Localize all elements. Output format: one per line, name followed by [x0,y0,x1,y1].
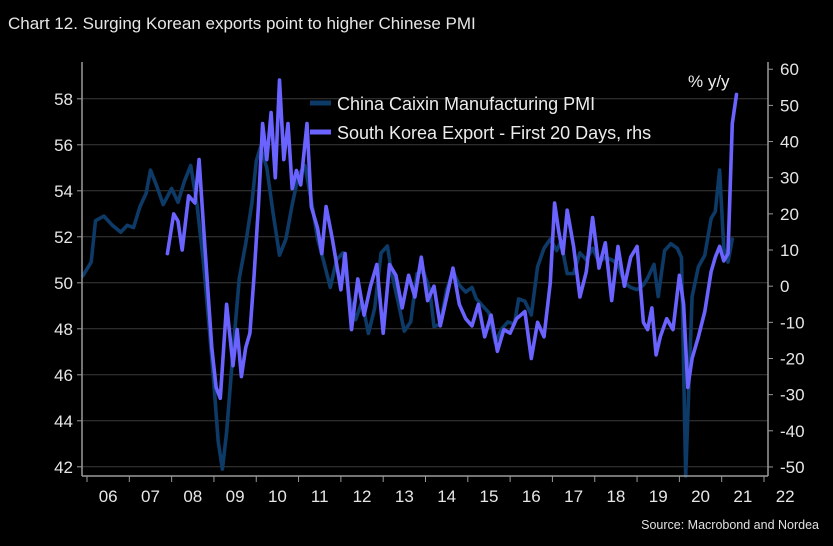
axes: 42 44 46 48 50 52 54 56 58 -50 -40 -30 -20 -10 0 10 20 30… [54,60,805,506]
left-tick-label-48: 48 [54,320,73,339]
legend: China Caixin Manufacturing PMI South Kor… [310,94,651,143]
left-tick-label-44: 44 [54,412,73,431]
right-tick-label--30: -30 [780,386,805,405]
right-tick-label--20: -20 [780,349,805,368]
series-line-china-caixin-pmi [81,145,735,478]
right-tick-label--50: -50 [780,458,805,477]
left-tick-label-58: 58 [54,90,73,109]
x-tick-label-14: 14 [437,487,456,506]
legend-label-pmi: China Caixin Manufacturing PMI [337,94,595,114]
x-tick-label-21: 21 [733,487,752,506]
x-tick-label-10: 10 [268,487,287,506]
x-tick-label-08: 08 [183,487,202,506]
right-tick-label-0: 0 [780,277,789,296]
left-tick-label-56: 56 [54,136,73,155]
x-tick-label-16: 16 [522,487,541,506]
x-tick-label-17: 17 [564,487,583,506]
right-tick-label-50: 50 [780,96,799,115]
x-tick-label-22: 22 [776,487,795,506]
series-lines [81,78,739,478]
right-tick-label--40: -40 [780,422,805,441]
x-tick-label-15: 15 [480,487,499,506]
left-tick-label-50: 50 [54,274,73,293]
x-tick-label-19: 19 [649,487,668,506]
x-tick-label-06: 06 [99,487,118,506]
right-tick-label-60: 60 [780,60,799,79]
x-tick-label-09: 09 [226,487,245,506]
right-tick-label-20: 20 [780,205,799,224]
right-tick-label--10: -10 [780,313,805,332]
x-tick-label-11: 11 [311,487,329,506]
right-axis-unit-label: % y/y [688,72,730,91]
source-note: Source: Macrobond and Nordea [641,518,819,532]
left-tick-label-42: 42 [54,458,73,477]
right-tick-label-10: 10 [780,241,799,260]
left-tick-label-46: 46 [54,366,73,385]
x-tick-label-13: 13 [395,487,414,506]
x-tick-label-18: 18 [606,487,625,506]
left-tick-label-54: 54 [54,182,73,201]
legend-label-exports: South Korea Export - First 20 Days, rhs [337,123,651,143]
chart-title: Chart 12. Surging Korean exports point t… [8,14,476,33]
x-tick-label-20: 20 [691,487,710,506]
x-tick-label-12: 12 [353,487,372,506]
right-tick-label-30: 30 [780,169,799,188]
right-tick-label-40: 40 [780,133,799,152]
x-tick-label-07: 07 [141,487,160,506]
series-line-south-korea-exports [165,78,739,401]
left-tick-label-52: 52 [54,228,73,247]
